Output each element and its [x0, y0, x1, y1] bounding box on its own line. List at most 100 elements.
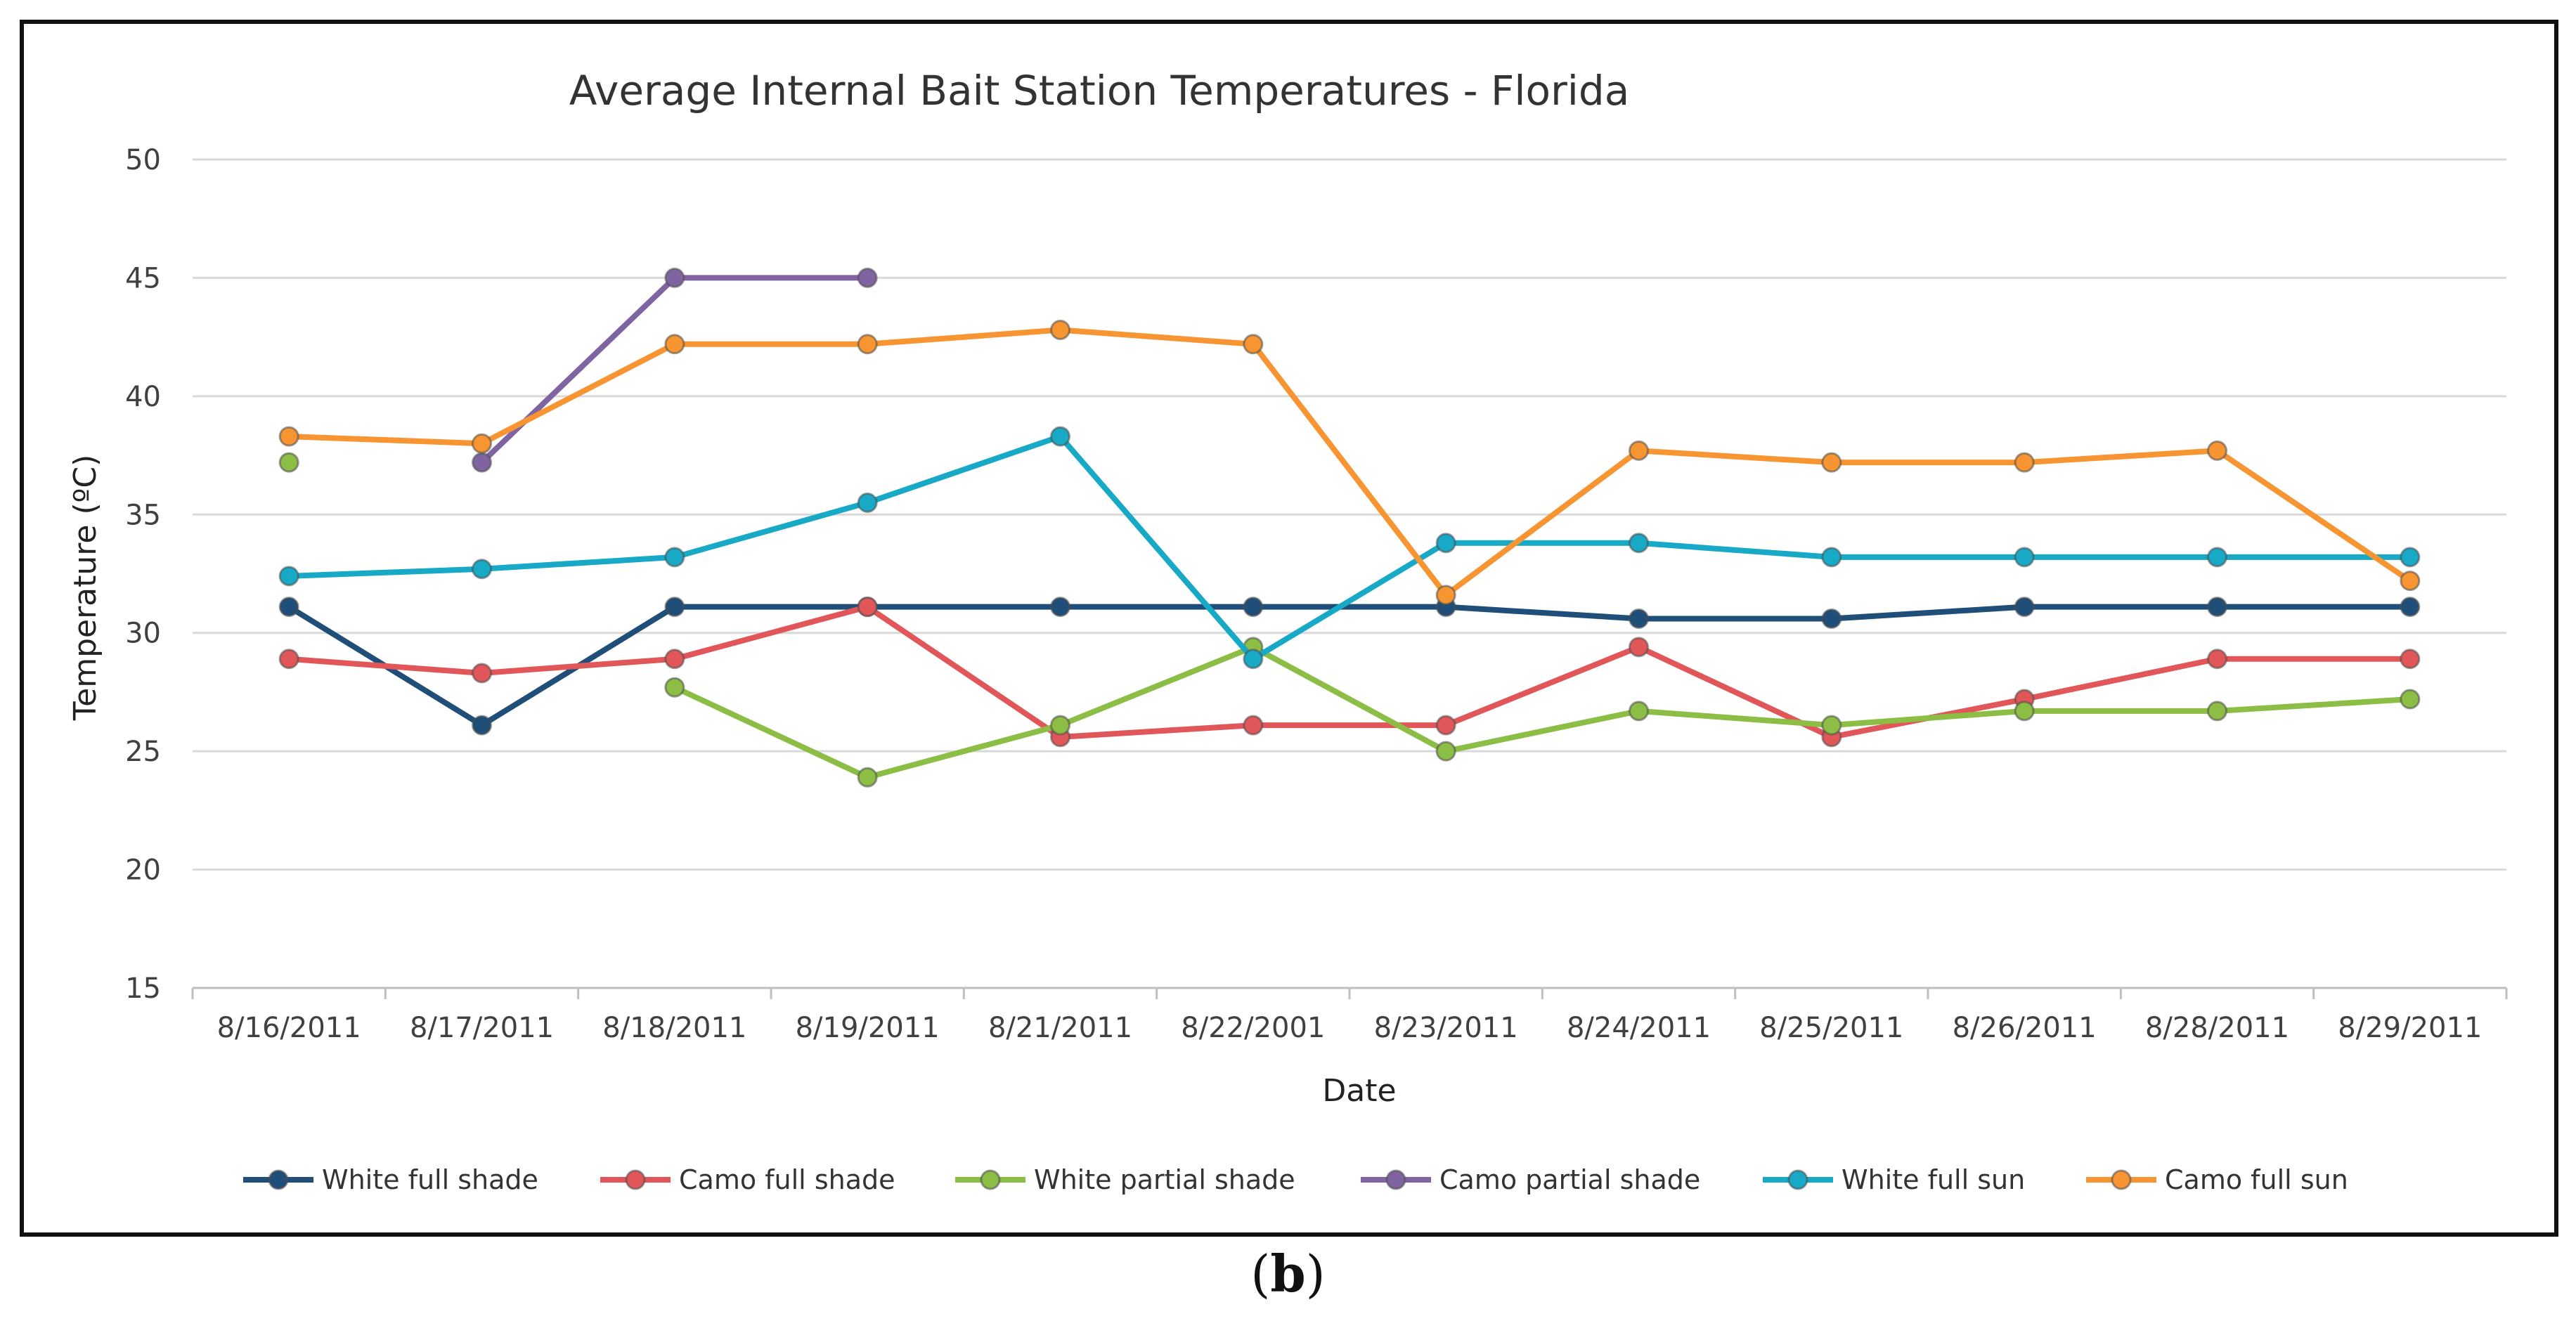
data-point — [1050, 715, 1070, 736]
legend-label: White partial shade — [1034, 1164, 1295, 1195]
line-chart: Average Internal Bait Station Temperatur… — [67, 67, 2508, 1195]
series-white-full-sun — [278, 426, 2421, 670]
data-point — [2400, 689, 2421, 710]
data-point — [857, 597, 878, 618]
data-point — [2207, 547, 2227, 568]
data-point — [664, 649, 685, 670]
data-point — [472, 559, 492, 580]
data-point — [1821, 547, 1842, 568]
data-point — [278, 452, 299, 473]
series-line — [286, 434, 2413, 662]
data-point — [664, 547, 685, 568]
x-tick-label: 8/26/2011 — [1953, 1012, 2097, 1044]
data-point — [1821, 452, 1842, 473]
legend-label: Camo partial shade — [1439, 1164, 1700, 1195]
legend-swatch-marker — [625, 1169, 646, 1190]
y-tick-label: 40 — [125, 381, 161, 413]
series-lines — [278, 267, 2421, 788]
data-point — [1435, 533, 1456, 554]
figure-caption: (b) — [0, 1244, 2576, 1303]
data-point — [1050, 597, 1070, 618]
data-point — [2014, 547, 2035, 568]
legend-label: Camo full sun — [2165, 1164, 2348, 1195]
data-point — [2207, 597, 2227, 618]
data-point — [2400, 649, 2421, 670]
caption-open: ( — [1250, 1244, 1271, 1303]
series-line — [671, 644, 2413, 781]
x-tick-label: 8/22/2001 — [1181, 1012, 1325, 1044]
data-point — [664, 677, 685, 698]
data-point — [1629, 637, 1649, 658]
legend-label: Camo full shade — [679, 1164, 895, 1195]
x-tick-label: 8/23/2011 — [1374, 1012, 1518, 1044]
legend-swatch-marker — [268, 1169, 289, 1190]
data-point — [1243, 334, 1264, 355]
data-point — [2014, 701, 2035, 722]
data-point — [2400, 597, 2421, 618]
y-tick-label: 50 — [125, 144, 161, 176]
data-point — [278, 426, 299, 447]
legend-item: White partial shade — [955, 1164, 1295, 1195]
data-point — [1243, 597, 1264, 618]
chart-title: Average Internal Bait Station Temperatur… — [569, 67, 1630, 115]
legend-swatch-marker — [1787, 1169, 1808, 1190]
x-tick-label: 8/25/2011 — [1759, 1012, 1903, 1044]
data-point — [857, 767, 878, 788]
data-point — [472, 433, 492, 454]
x-axis-label: Date — [1322, 1073, 1396, 1109]
y-tick-label: 35 — [125, 499, 161, 531]
series-line — [479, 275, 871, 466]
legend-label: White full sun — [1842, 1164, 2025, 1195]
legend-item: White full shade — [243, 1164, 538, 1195]
series-line — [286, 327, 2413, 598]
data-point — [472, 715, 492, 736]
legend-item: Camo full shade — [600, 1164, 895, 1195]
x-tick-label: 8/28/2011 — [2145, 1012, 2289, 1044]
data-point — [1821, 609, 1842, 630]
data-point — [278, 566, 299, 587]
series-camo-full-shade — [278, 597, 2421, 748]
data-point — [1243, 715, 1264, 736]
x-tick-label: 8/17/2011 — [410, 1012, 554, 1044]
data-point — [278, 597, 299, 618]
legend-swatch-marker — [1385, 1169, 1406, 1190]
data-point — [664, 267, 685, 288]
legend-item: White full sun — [1763, 1164, 2025, 1195]
data-point — [472, 663, 492, 684]
x-tick-label: 8/24/2011 — [1567, 1012, 1711, 1044]
series-line — [286, 604, 2413, 729]
data-point — [1435, 585, 1456, 606]
data-point — [857, 334, 878, 355]
legend-item: Camo partial shade — [1361, 1164, 1700, 1195]
x-tick-label: 8/19/2011 — [796, 1012, 940, 1044]
data-point — [2207, 440, 2227, 461]
legend-swatch-marker — [980, 1169, 1001, 1190]
series-white-partial-shade — [278, 452, 2421, 788]
data-point — [1435, 741, 1456, 762]
data-point — [2207, 649, 2227, 670]
gridlines — [193, 158, 2506, 871]
data-point — [1821, 715, 1842, 736]
legend-item: Camo full sun — [2086, 1164, 2348, 1195]
y-tick-label: 20 — [125, 854, 161, 887]
data-point — [1243, 649, 1264, 670]
data-point — [1050, 426, 1070, 447]
data-point — [1629, 609, 1649, 630]
x-tick-label: 8/29/2011 — [2338, 1012, 2482, 1044]
data-point — [1435, 715, 1456, 736]
y-tick-label: 15 — [125, 972, 161, 1005]
x-tick-label: 8/18/2011 — [602, 1012, 746, 1044]
legend: White full shade Camo full shade White par… — [243, 1164, 2348, 1195]
caption-letter: b — [1270, 1244, 1306, 1303]
axes: 15 20 25 30 35 40 45 50 8/16/2011 8/17/2011 8/18/2… — [125, 144, 2508, 1044]
data-point — [1050, 320, 1070, 341]
data-point — [2014, 597, 2035, 618]
data-point — [857, 267, 878, 288]
data-point — [2400, 571, 2421, 592]
series-camo-partial-shade — [472, 267, 878, 473]
x-tick-label: 8/21/2011 — [988, 1012, 1132, 1044]
x-tick-label: 8/16/2011 — [217, 1012, 361, 1044]
y-tick-label: 25 — [125, 736, 161, 768]
y-tick-label: 30 — [125, 618, 161, 650]
legend-label: White full shade — [322, 1164, 538, 1195]
